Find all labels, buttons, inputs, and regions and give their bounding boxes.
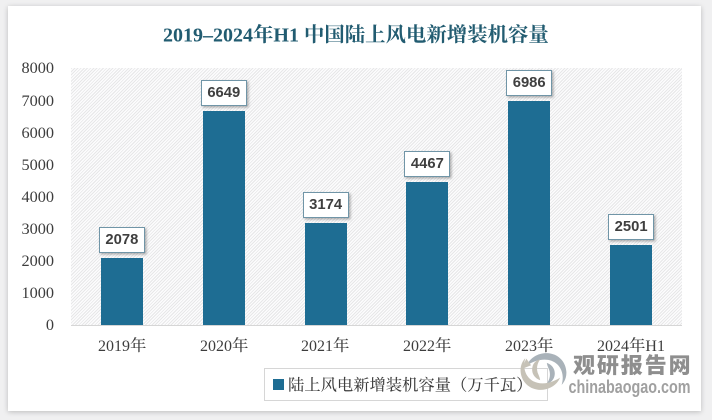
svg-text:2023: 2023 [505,338,537,355]
svg-text:H1: H1 [273,25,304,47]
svg-text:2022: 2022 [403,338,435,355]
svg-text:2019–2024: 2019–2024 [163,25,253,47]
svg-text:2021: 2021 [301,338,333,355]
svg-text:2024: 2024 [597,338,629,355]
svg-text:2020: 2020 [200,338,232,355]
svg-text:2019: 2019 [98,338,130,355]
svg-text:H1: H1 [645,338,665,355]
svg-text:chinabaogao.com: chinabaogao.com [569,377,691,397]
